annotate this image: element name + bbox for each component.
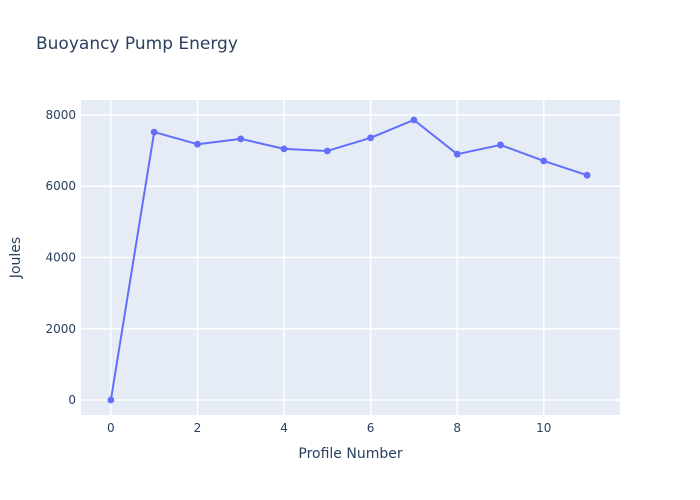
y-tick-label: 8000 bbox=[45, 108, 76, 122]
y-tick-label: 6000 bbox=[45, 179, 76, 193]
data-point bbox=[583, 171, 591, 179]
data-point bbox=[367, 134, 375, 142]
data-point bbox=[540, 157, 548, 165]
x-axis-title: Profile Number bbox=[298, 446, 402, 462]
data-point bbox=[150, 128, 158, 136]
x-tick-label: 2 bbox=[194, 421, 202, 435]
data-point bbox=[237, 135, 245, 143]
x-tick-label: 0 bbox=[107, 421, 115, 435]
data-line bbox=[109, 118, 589, 402]
data-point bbox=[497, 141, 504, 149]
x-tick-label: 4 bbox=[280, 421, 288, 435]
y-axis-title: Joules bbox=[8, 237, 24, 279]
y-tick-label: 4000 bbox=[45, 251, 76, 265]
x-tick-label: 8 bbox=[453, 421, 461, 435]
data-point bbox=[410, 116, 418, 124]
x-tick-label: 10 bbox=[536, 421, 551, 435]
y-tick-label: 0 bbox=[68, 393, 76, 407]
data-point bbox=[107, 396, 115, 404]
data-point bbox=[280, 145, 288, 153]
data-point bbox=[453, 150, 461, 158]
chart-title: Buoyancy Pump Energy bbox=[36, 34, 238, 54]
data-point bbox=[323, 147, 331, 155]
y-tick-label: 2000 bbox=[45, 322, 76, 336]
x-tick-label: 6 bbox=[367, 421, 375, 435]
data-point bbox=[194, 140, 201, 148]
